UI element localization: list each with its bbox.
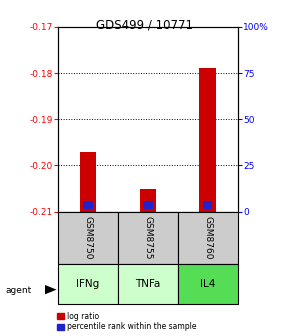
Legend: log ratio, percentile rank within the sample: log ratio, percentile rank within the sa… bbox=[56, 311, 197, 332]
Bar bbox=[203, 201, 213, 209]
Text: GSM8755: GSM8755 bbox=[143, 216, 153, 259]
Bar bbox=[58, 264, 118, 304]
Text: IFNg: IFNg bbox=[76, 279, 99, 289]
Bar bbox=[139, 188, 156, 212]
Text: GSM8760: GSM8760 bbox=[203, 216, 212, 259]
Bar bbox=[143, 201, 153, 209]
Text: agent: agent bbox=[6, 286, 32, 295]
Text: GDS499 / 10771: GDS499 / 10771 bbox=[97, 18, 193, 32]
Bar bbox=[118, 264, 178, 304]
Bar bbox=[79, 152, 96, 212]
Bar bbox=[178, 264, 238, 304]
Bar bbox=[200, 69, 216, 212]
Text: TNFa: TNFa bbox=[135, 279, 161, 289]
Polygon shape bbox=[45, 285, 57, 294]
Text: IL4: IL4 bbox=[200, 279, 215, 289]
Bar bbox=[58, 212, 118, 264]
Bar bbox=[83, 201, 93, 209]
Bar bbox=[118, 212, 178, 264]
Bar bbox=[178, 212, 238, 264]
Text: GSM8750: GSM8750 bbox=[84, 216, 93, 259]
